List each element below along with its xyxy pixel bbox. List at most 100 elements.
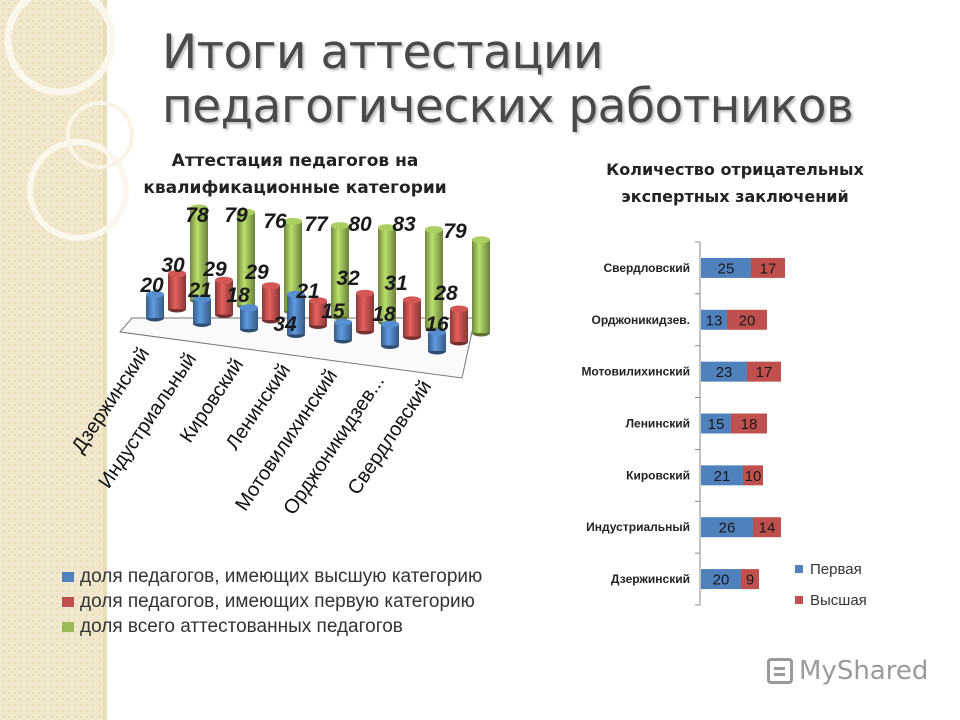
chart1-bar	[403, 299, 421, 337]
chart1-bar-top	[287, 290, 305, 298]
chart2-bar-segment	[701, 257, 751, 278]
chart2-title-line1: Количество отрицательных	[606, 160, 864, 179]
chart1-bar-top	[284, 217, 302, 225]
chart1-bar-top	[262, 282, 280, 290]
chart1-value-label: 20	[139, 274, 164, 297]
chart2-value-label: 10	[745, 468, 762, 485]
chart1-value-label: 18	[372, 303, 396, 326]
chart1-bar	[331, 225, 349, 317]
chart1-value-label: 32	[336, 267, 360, 290]
chart1-bar-top	[309, 297, 327, 305]
chart1-bar-top	[403, 296, 421, 304]
chart2-legend-label: Первая	[810, 561, 862, 578]
chart1-title-line1: Аттестация педагогов на	[171, 151, 419, 171]
chart1-bar	[146, 294, 164, 318]
chart2-value-label: 13	[706, 312, 723, 329]
chart2-category-label: Орджоникидзев.	[592, 313, 690, 327]
page-title-line1: Итоги аттестации	[162, 25, 604, 80]
chart1-value-label: 34	[273, 313, 297, 336]
chart1-value-label: 80	[348, 213, 372, 236]
chart2-legend-swatch	[795, 565, 803, 573]
chart1-legend-label-1: доля педагогов, имеющих высшую категорию	[80, 566, 483, 587]
chart1-bar	[472, 239, 490, 333]
decorative-dot-pattern	[0, 0, 103, 720]
chart2-category-label: Кировский	[626, 468, 690, 482]
chart1-bar-top	[240, 304, 258, 312]
chart2-bar-segment	[701, 465, 743, 486]
chart1-value-label: 79	[443, 220, 467, 243]
chart1-bar	[450, 308, 468, 342]
watermark: MyShared	[767, 656, 928, 686]
chart2-category-label: Дзержинский	[611, 572, 690, 586]
chart2-bar-segment	[751, 257, 785, 278]
legend-swatch-green	[62, 622, 74, 632]
chart1-bar	[193, 298, 211, 324]
chart2-legend-label: Высшая	[810, 592, 867, 609]
chart2-value-label: 21	[714, 468, 731, 485]
chart2-bar-segment	[701, 569, 741, 590]
chart2-title: Количество отрицательных экспертных закл…	[560, 156, 910, 210]
chart1-legend-label-3: доля всего аттестованных педагогов	[80, 616, 403, 637]
chart1-value-label: 29	[244, 261, 269, 284]
chart2-category-label: Индустриальный	[586, 520, 690, 534]
chart1-bar-top	[146, 290, 164, 298]
chart2-value-label: 26	[719, 520, 736, 537]
chart1-bar	[168, 273, 186, 309]
chart1-value-label: 21	[187, 279, 211, 302]
chart2-bar-segment	[741, 569, 759, 590]
chart1-bar	[240, 307, 258, 329]
chart2-value-label: 15	[708, 416, 725, 433]
chart1-bar	[356, 293, 374, 331]
chart1-value-label: 18	[226, 284, 250, 307]
page-title-line2: педагогических работников	[162, 79, 854, 134]
chart1-bar-top	[331, 222, 349, 230]
chart1-legend-item: доля педагогов, имеющих высшую категорию	[62, 566, 512, 588]
chart1-bar	[190, 207, 208, 300]
chart1-bar-top	[168, 270, 186, 278]
chart1-bar	[284, 221, 302, 311]
chart1-bar	[381, 324, 399, 346]
chart2-value-label: 20	[739, 312, 756, 329]
chart1-legend-item: доля всего аттестованных педагогов	[62, 616, 512, 638]
chart1-legend-label-2: доля педагогов, имеющих первую категорию	[80, 591, 475, 612]
chart1-value-label: 15	[321, 300, 345, 323]
chart1-value-label: 83	[392, 213, 416, 236]
page-title: Итоги аттестации педагогических работник…	[162, 25, 854, 134]
chart1-value-label: 31	[384, 272, 407, 295]
chart1-value-label: 78	[185, 204, 209, 227]
chart2-value-label: 17	[760, 260, 777, 277]
chart1-bar-top	[381, 320, 399, 328]
chart1-value-label: 29	[202, 258, 227, 281]
decorative-band-edge	[103, 0, 107, 720]
chart1-bar	[428, 332, 446, 351]
legend-swatch-red	[62, 597, 74, 607]
chart1-bar-top	[237, 208, 255, 216]
chart2-bar-segment	[701, 309, 727, 330]
chart1-value-label: 21	[295, 280, 319, 303]
chart1-bar-top	[428, 328, 446, 336]
chart2-bar-segment	[747, 361, 781, 382]
chart1-bar-top	[472, 236, 490, 244]
chart2-title-line2: экспертных заключений	[621, 187, 849, 206]
chart2-value-label: 18	[741, 416, 758, 433]
chart1-bar-top	[425, 226, 443, 234]
decorative-circles	[4, 0, 134, 241]
chart2-bar-segment	[701, 413, 731, 434]
chart2-bar-segment	[701, 517, 753, 538]
chart1-title: Аттестация педагогов на квалификационные…	[120, 148, 470, 202]
chart2-legend-swatch	[795, 596, 803, 604]
chart1-bar	[378, 227, 396, 322]
chart1-value-label: 77	[304, 213, 329, 236]
chart2-value-label: 9	[746, 572, 754, 589]
chart2-bar-segment	[743, 465, 763, 486]
chart2-bar-segment	[701, 361, 747, 382]
chart1-bar	[334, 322, 352, 340]
chart1-bar	[425, 229, 443, 328]
chart2-bar-segment	[727, 309, 767, 330]
chart2-value-label: 25	[718, 260, 735, 277]
chart2-value-label: 20	[713, 572, 730, 589]
chart2-bar-segment	[731, 413, 767, 434]
chart1-bar-top	[450, 305, 468, 313]
